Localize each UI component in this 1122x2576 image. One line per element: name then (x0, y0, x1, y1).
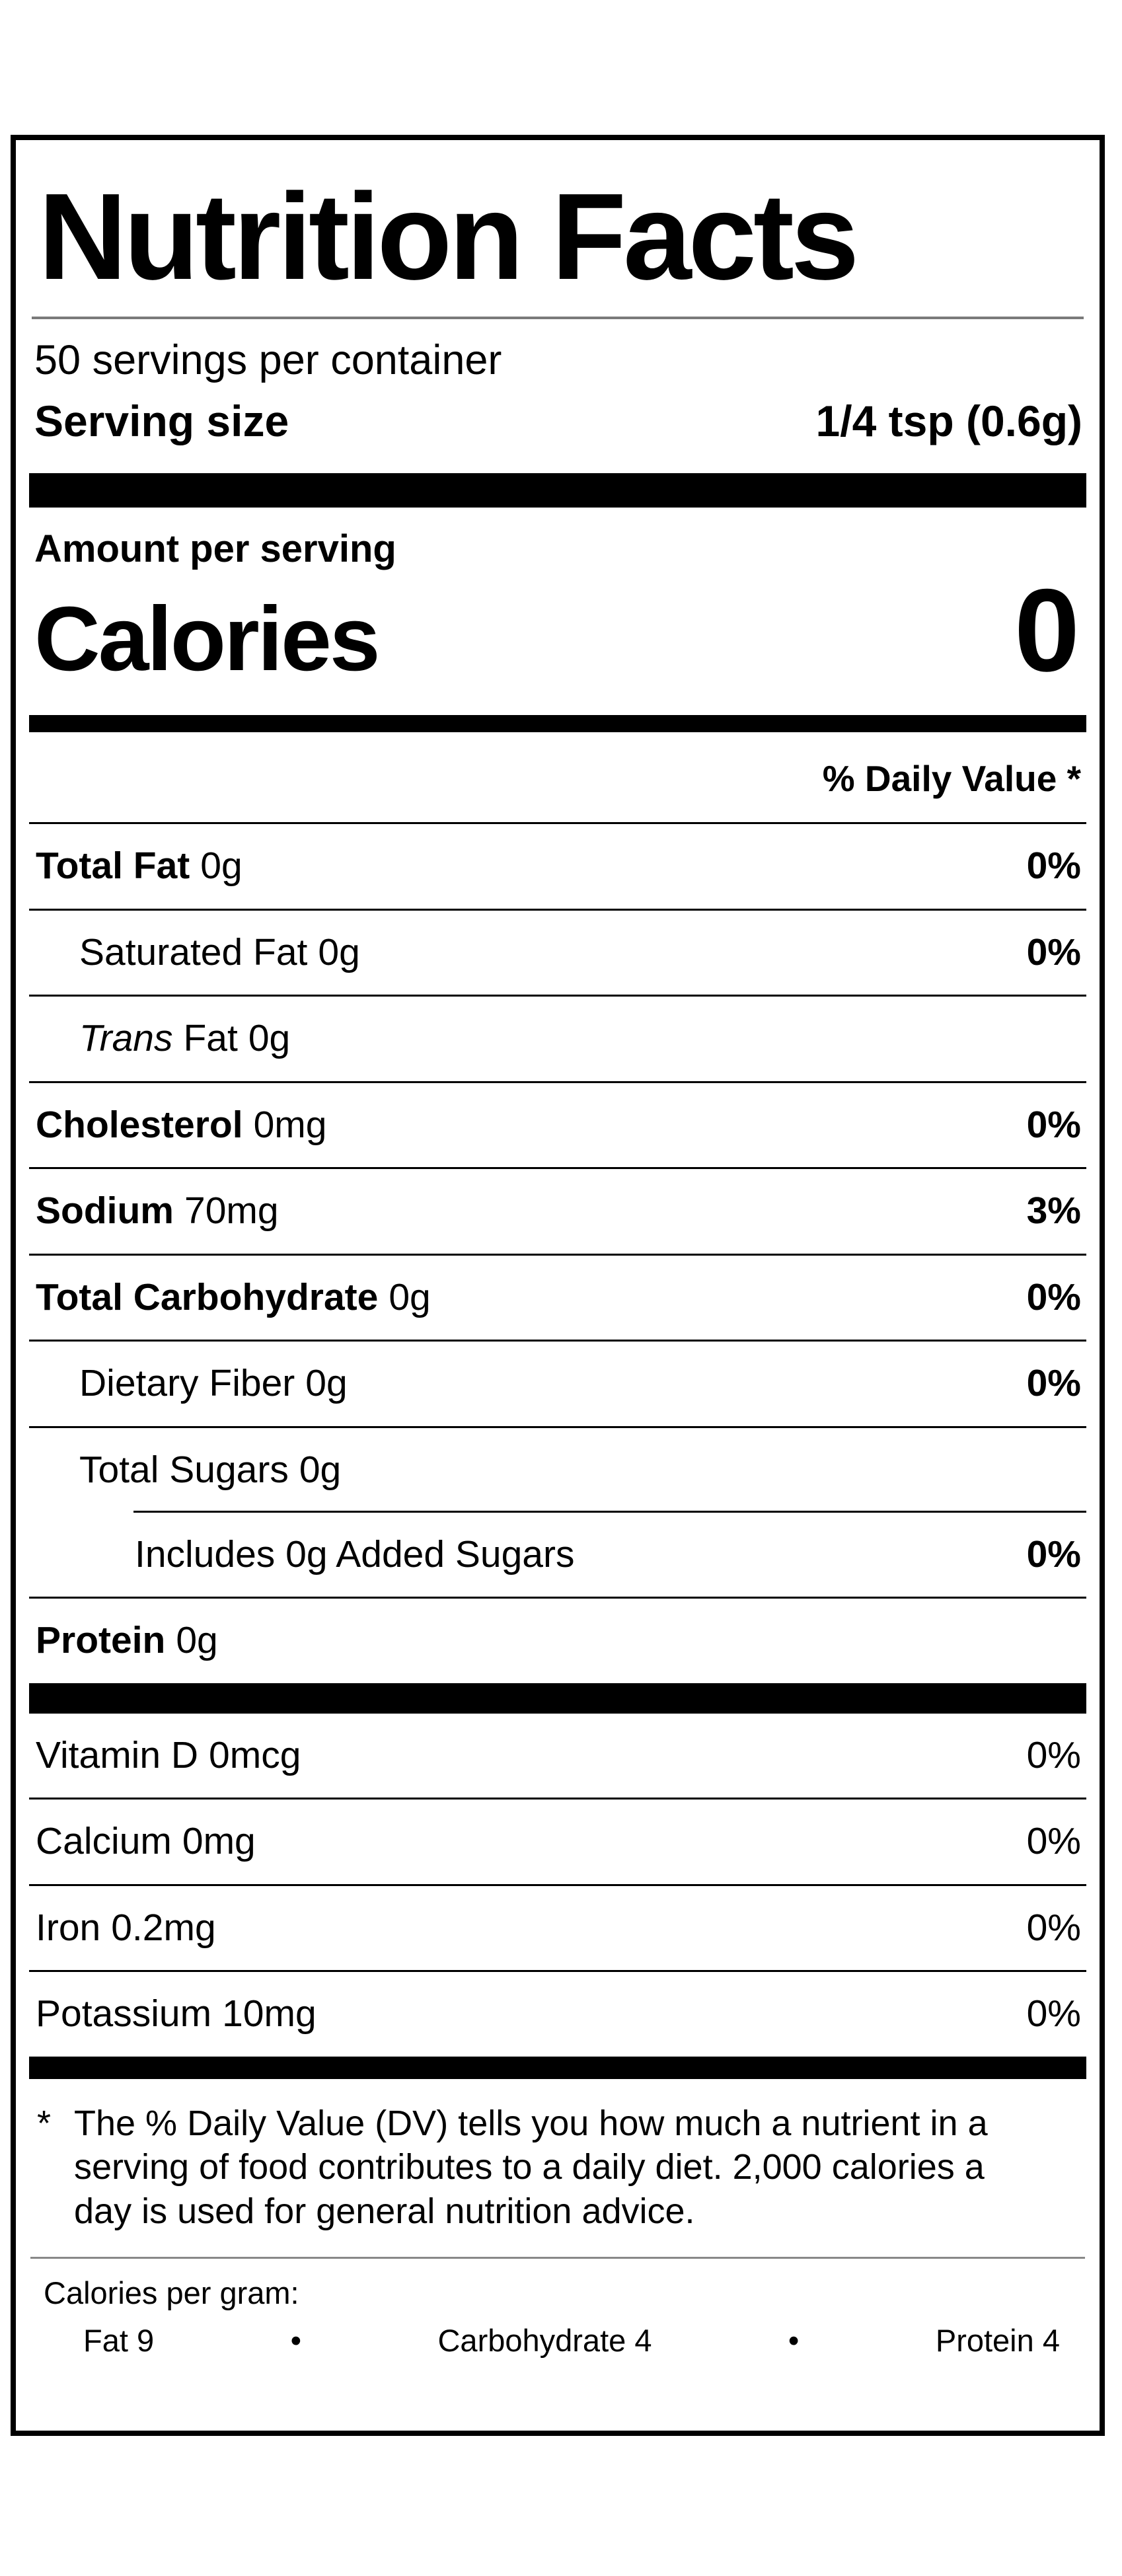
nutrient-row-added-sugars: Includes 0g Added Sugars 0% (29, 1510, 1086, 1597)
nutrition-facts-label: Nutrition Facts 50 servings per containe… (11, 135, 1105, 2436)
nutrient-name: Protein (36, 1619, 166, 1662)
vitamin-dv: 0% (1026, 1906, 1081, 1949)
nutrient-amount: 0g (176, 1619, 218, 1662)
nutrient-name-italic: Trans (79, 1017, 173, 1060)
vitamin-rows: Vitamin D 0mcg 0% Calcium 0mg 0% Iron 0.2mg… (29, 1714, 1086, 2057)
nutrient-amount: 0mg (253, 1103, 327, 1146)
nutrient-amount: 70mg (184, 1190, 279, 1232)
nutrient-amount: 0g (299, 1449, 342, 1492)
nutrient-dv: 0% (1026, 1103, 1081, 1146)
vitamin-amount: 10mg (222, 1992, 317, 2035)
nutrient-name: Dietary Fiber (79, 1362, 295, 1405)
nutrient-dv: 0% (1026, 1275, 1081, 1318)
cpg-item-fat: Fat 9 (83, 2323, 155, 2359)
nutrient-row-cholesterol: Cholesterol 0mg 0% (29, 1080, 1086, 1168)
vitamin-amount: 0mcg (209, 1733, 301, 1776)
servings-per-container: 50 servings per container (34, 337, 502, 384)
calories-label: Calories (34, 588, 381, 691)
nutrient-amount: 0g (318, 930, 360, 973)
nutrient-row-protein: Protein 0g (29, 1597, 1086, 1683)
footnote-asterisk: * (37, 2103, 52, 2143)
cpg-item-carbohydrate: Carbohydrate 4 (437, 2323, 652, 2359)
cpg-item-protein: Protein 4 (935, 2323, 1060, 2359)
serving-size-label: Serving size (34, 396, 289, 445)
nutrient-name: Saturated Fat (79, 930, 308, 973)
vitamin-row-iron: Iron 0.2mg 0% (29, 1883, 1086, 1971)
divider-thick-vitamins (29, 1683, 1086, 1714)
nutrient-name: Total Carbohydrate (36, 1275, 379, 1318)
nutrient-row-sodium: Sodium 70mg 3% (29, 1167, 1086, 1254)
nutrient-row-trans-fat: Trans Fat 0g (29, 995, 1086, 1081)
vitamin-dv: 0% (1026, 1820, 1081, 1863)
amount-per-serving-label: Amount per serving (34, 527, 396, 570)
nutrient-row-saturated-fat: Saturated Fat 0g 0% (29, 908, 1086, 995)
vitamin-dv: 0% (1026, 1992, 1081, 2035)
nutrient-dv: 3% (1026, 1190, 1081, 1232)
vitamin-name: Iron (36, 1906, 101, 1949)
calories-per-gram-items: Fat 9 • Carbohydrate 4 • Protein 4 (83, 2322, 1060, 2359)
bullet-icon: • (788, 2323, 800, 2359)
vitamin-row-calcium: Calcium 0mg 0% (29, 1798, 1086, 1884)
nutrient-dv: 0% (1026, 1362, 1081, 1405)
nutrient-name: Includes 0g Added Sugars (135, 1533, 575, 1575)
serving-size-row: Serving size 1/4 tsp (0.6g) (34, 397, 1082, 447)
vitamin-amount: 0mg (182, 1820, 256, 1863)
nutrient-amount: 0g (248, 1017, 291, 1060)
nutrient-dv: 0% (1026, 845, 1081, 888)
divider-under-title (32, 317, 1084, 320)
divider-above-calories-per-gram (30, 2257, 1085, 2259)
vitamin-name: Calcium (36, 1820, 172, 1863)
footnote: * The % Daily Value (DV) tells you how m… (29, 2079, 1086, 2257)
nutrient-amount: 0g (305, 1362, 348, 1405)
nutrient-dv: 0% (1026, 1533, 1081, 1575)
nutrient-name: Fat (183, 1017, 238, 1060)
divider-thick-top (29, 473, 1086, 508)
nutrient-name: Sodium (36, 1190, 174, 1232)
vitamin-row-potassium: Potassium 10mg 0% (29, 1970, 1086, 2057)
label-title: Nutrition Facts (38, 169, 859, 305)
divider-thick-footnote (29, 2056, 1086, 2079)
divider-medium-calories (29, 715, 1086, 733)
vitamin-dv: 0% (1026, 1733, 1081, 1776)
serving-size-value: 1/4 tsp (0.6g) (815, 396, 1082, 445)
nutrient-dv: 0% (1026, 930, 1081, 973)
nutrient-amount: 0g (200, 845, 243, 888)
nutrient-row-total-carbohydrate: Total Carbohydrate 0g 0% (29, 1253, 1086, 1340)
calories-value: 0 (1014, 564, 1080, 697)
nutrient-row-total-sugars: Total Sugars 0g (29, 1426, 1086, 1513)
vitamin-name: Potassium (36, 1992, 212, 2035)
bullet-icon: • (290, 2323, 302, 2359)
nutrient-name: Total Sugars (79, 1449, 289, 1492)
nutrient-rows: Total Fat 0g 0% Saturated Fat 0g 0% Trans F… (29, 824, 1086, 1683)
vitamin-name: Vitamin D (36, 1733, 199, 1776)
vitamin-row-vitamin-d: Vitamin D 0mcg 0% (29, 1714, 1086, 1798)
nutrient-name: Cholesterol (36, 1103, 243, 1146)
calories-row: Calories 0 (34, 564, 1080, 697)
calories-per-gram-label: Calories per gram: (44, 2275, 299, 2311)
nutrient-amount: 0g (389, 1275, 431, 1318)
nutrient-name: Total Fat (36, 845, 190, 888)
nutrient-row-dietary-fiber: Dietary Fiber 0g 0% (29, 1340, 1086, 1426)
daily-value-header: % Daily Value * (29, 732, 1086, 825)
vitamin-amount: 0.2mg (111, 1906, 216, 1949)
footnote-text: The % Daily Value (DV) tells you how muc… (74, 2103, 988, 2231)
nutrient-row-total-fat: Total Fat 0g 0% (29, 824, 1086, 909)
